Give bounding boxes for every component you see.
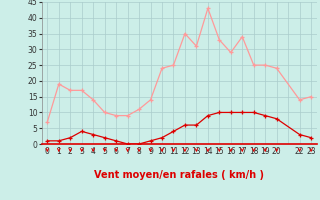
- X-axis label: Vent moyen/en rafales ( km/h ): Vent moyen/en rafales ( km/h ): [94, 170, 264, 180]
